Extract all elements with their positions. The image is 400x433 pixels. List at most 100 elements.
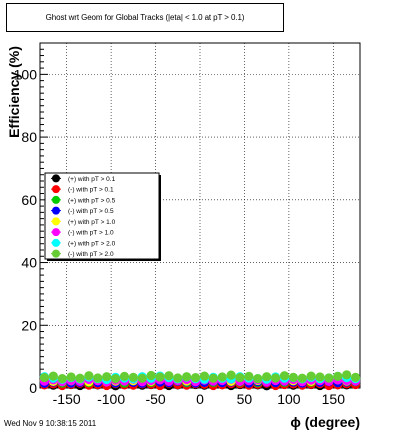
data-point bbox=[333, 371, 343, 381]
data-marker bbox=[324, 373, 334, 383]
legend-label: (+) with pT > 0.1 bbox=[68, 176, 116, 183]
data-marker bbox=[164, 371, 174, 381]
data-point bbox=[119, 371, 130, 381]
legend-marker bbox=[52, 238, 60, 247]
grid bbox=[40, 43, 360, 388]
data-point bbox=[342, 370, 352, 380]
legend-marker bbox=[52, 174, 60, 183]
data-point bbox=[315, 372, 325, 382]
data-point bbox=[235, 373, 245, 383]
data-point bbox=[48, 371, 58, 381]
y-tick-label: 20 bbox=[21, 317, 37, 333]
data-marker bbox=[93, 373, 103, 383]
data-point bbox=[93, 373, 103, 383]
data-marker bbox=[39, 373, 50, 383]
data-marker bbox=[270, 373, 281, 383]
data-marker bbox=[66, 372, 76, 382]
data-point bbox=[324, 373, 334, 383]
data-marker bbox=[226, 370, 236, 380]
data-marker bbox=[137, 373, 147, 383]
data-marker bbox=[102, 372, 112, 382]
data-marker bbox=[342, 370, 352, 380]
legend-label: (-) with pT > 2.0 bbox=[68, 251, 114, 258]
data-point bbox=[84, 371, 94, 381]
data-marker bbox=[119, 371, 130, 381]
data-marker bbox=[235, 373, 245, 383]
legend-marker bbox=[52, 206, 60, 215]
data-point bbox=[270, 373, 281, 383]
data-point bbox=[244, 371, 254, 381]
data-point bbox=[208, 373, 218, 383]
y-tick-label: 0 bbox=[29, 380, 37, 396]
legend-entry: (-) with pT > 2.0 bbox=[51, 249, 114, 258]
data-point bbox=[173, 373, 183, 383]
data-marker bbox=[199, 371, 210, 381]
y-tick-label: 100 bbox=[14, 66, 38, 82]
data-point bbox=[199, 371, 210, 381]
data-marker bbox=[297, 373, 307, 383]
data-point bbox=[57, 373, 67, 384]
legend-entry: (-) with pT > 0.5 bbox=[51, 206, 114, 215]
data-marker bbox=[75, 373, 85, 383]
data-layer bbox=[39, 370, 361, 391]
data-marker bbox=[244, 371, 254, 381]
legend-entry: (-) with pT > 1.0 bbox=[51, 228, 114, 237]
legend-label: (+) with pT > 1.0 bbox=[68, 219, 116, 226]
axes: 0 20 40 60 80 100 -150 -100 -50 0 50 100 150 bbox=[14, 42, 361, 407]
data-point bbox=[102, 372, 112, 382]
data-marker bbox=[57, 373, 67, 384]
data-marker bbox=[279, 371, 290, 381]
title-box: Ghost wrt Geom for Global Tracks (|eta| … bbox=[6, 3, 284, 32]
data-point bbox=[146, 370, 156, 381]
data-marker bbox=[84, 371, 94, 381]
x-tick-label: 50 bbox=[237, 391, 253, 407]
data-marker bbox=[253, 373, 263, 384]
data-point bbox=[190, 373, 201, 383]
x-tick-label: -50 bbox=[145, 391, 165, 407]
data-marker bbox=[155, 372, 165, 382]
legend-marker bbox=[52, 195, 60, 204]
data-marker bbox=[110, 373, 121, 384]
legend-marker bbox=[52, 217, 60, 226]
data-marker bbox=[333, 371, 343, 381]
data-marker bbox=[315, 372, 325, 382]
data-point bbox=[75, 373, 85, 383]
data-marker bbox=[182, 372, 192, 382]
legend-label: (-) with pT > 0.5 bbox=[68, 208, 114, 215]
legend-marker bbox=[52, 249, 60, 258]
x-tick-label: 0 bbox=[196, 391, 204, 407]
data-point bbox=[128, 372, 138, 382]
data-point bbox=[279, 371, 290, 381]
y-axis-title: Efficiency (%) bbox=[6, 46, 22, 138]
x-tick-label: -100 bbox=[97, 391, 125, 407]
y-tick-label: 40 bbox=[21, 255, 37, 271]
data-point bbox=[306, 371, 316, 381]
data-marker bbox=[146, 370, 156, 381]
legend-box bbox=[44, 172, 160, 260]
data-marker bbox=[190, 373, 201, 383]
legend-label: (+) with pT > 0.5 bbox=[68, 197, 116, 204]
data-marker bbox=[217, 372, 227, 382]
chart-title: Ghost wrt Geom for Global Tracks (|eta| … bbox=[45, 13, 245, 22]
data-point bbox=[182, 372, 192, 382]
data-marker bbox=[173, 373, 183, 383]
data-marker bbox=[128, 372, 138, 382]
legend-entry: (-) with pT > 0.1 bbox=[51, 185, 114, 194]
data-point bbox=[288, 372, 298, 382]
data-marker bbox=[262, 372, 272, 382]
data-point bbox=[297, 373, 307, 383]
x-tick-label: -150 bbox=[53, 391, 81, 407]
legend-label: (-) with pT > 0.1 bbox=[68, 187, 114, 194]
data-marker bbox=[288, 372, 298, 382]
x-axis-title: ϕ (degree) bbox=[290, 414, 360, 430]
y-tick-label: 60 bbox=[21, 192, 37, 208]
x-tick-label: 100 bbox=[277, 391, 301, 407]
legend-entry: (+) with pT > 0.1 bbox=[51, 174, 116, 183]
data-point bbox=[262, 372, 272, 382]
legend-entry: (+) with pT > 1.0 bbox=[51, 217, 116, 226]
y-tick-label: 80 bbox=[21, 129, 37, 145]
legend-entry: (+) with pT > 0.5 bbox=[51, 195, 116, 204]
data-point bbox=[226, 370, 236, 380]
data-marker bbox=[208, 373, 218, 383]
